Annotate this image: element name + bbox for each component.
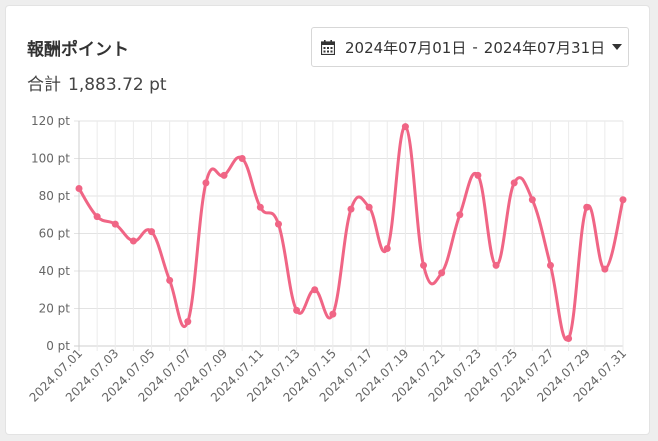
data-point — [401, 123, 409, 131]
series-line — [77, 125, 625, 342]
data-point — [546, 261, 554, 269]
data-point — [601, 265, 609, 273]
data-point — [93, 213, 101, 221]
card-title: 報酬ポイント — [27, 40, 129, 60]
data-point — [220, 171, 228, 179]
data-point — [148, 228, 156, 236]
data-point — [528, 196, 536, 204]
date-range-separator: - — [472, 38, 478, 56]
data-point — [383, 245, 391, 252]
data-point — [420, 261, 428, 269]
data-point — [492, 261, 500, 269]
data-point — [565, 335, 573, 342]
date-range-picker[interactable]: 2024年07月01日 - 2024年07月31日 — [311, 27, 629, 67]
calendar-icon — [321, 39, 335, 55]
y-tick-label: 60 pt — [39, 227, 71, 241]
y-tick-label: 0 pt — [46, 339, 70, 353]
y-tick-label: 40 pt — [39, 264, 71, 278]
data-point — [293, 306, 301, 314]
total-points: 合計 1,883.72 pt — [27, 70, 167, 95]
y-tick-label: 20 pt — [39, 302, 71, 316]
date-range-end: 2024年07月31日 — [483, 38, 606, 57]
data-point — [365, 203, 373, 211]
data-point — [202, 179, 210, 187]
y-tick-label: 120 pt — [31, 114, 70, 128]
reward-points-card: 報酬ポイント 合計 1,883.72 pt 2024年07月01日 - 2024年… — [6, 6, 649, 434]
data-point — [184, 318, 192, 326]
data-point — [166, 276, 174, 284]
date-range-start: 2024年07月01日 — [345, 38, 467, 57]
data-point — [311, 286, 319, 294]
y-tick-label: 100 pt — [31, 152, 70, 166]
data-point — [510, 179, 518, 187]
data-point — [583, 203, 591, 211]
data-point — [438, 269, 446, 277]
data-point — [256, 203, 264, 211]
data-point — [329, 310, 337, 318]
data-point — [474, 171, 482, 179]
total-label: 合計 — [27, 75, 61, 95]
data-point — [274, 220, 282, 228]
data-point — [238, 155, 246, 162]
data-point — [456, 211, 464, 219]
data-point — [619, 196, 627, 204]
y-tick-label: 80 pt — [39, 189, 71, 203]
chevron-down-icon — [612, 44, 623, 50]
data-point — [111, 220, 119, 228]
data-point — [75, 185, 83, 192]
data-point — [347, 205, 355, 213]
data-point — [129, 237, 137, 245]
total-value: 1,883.72 pt — [68, 75, 167, 95]
